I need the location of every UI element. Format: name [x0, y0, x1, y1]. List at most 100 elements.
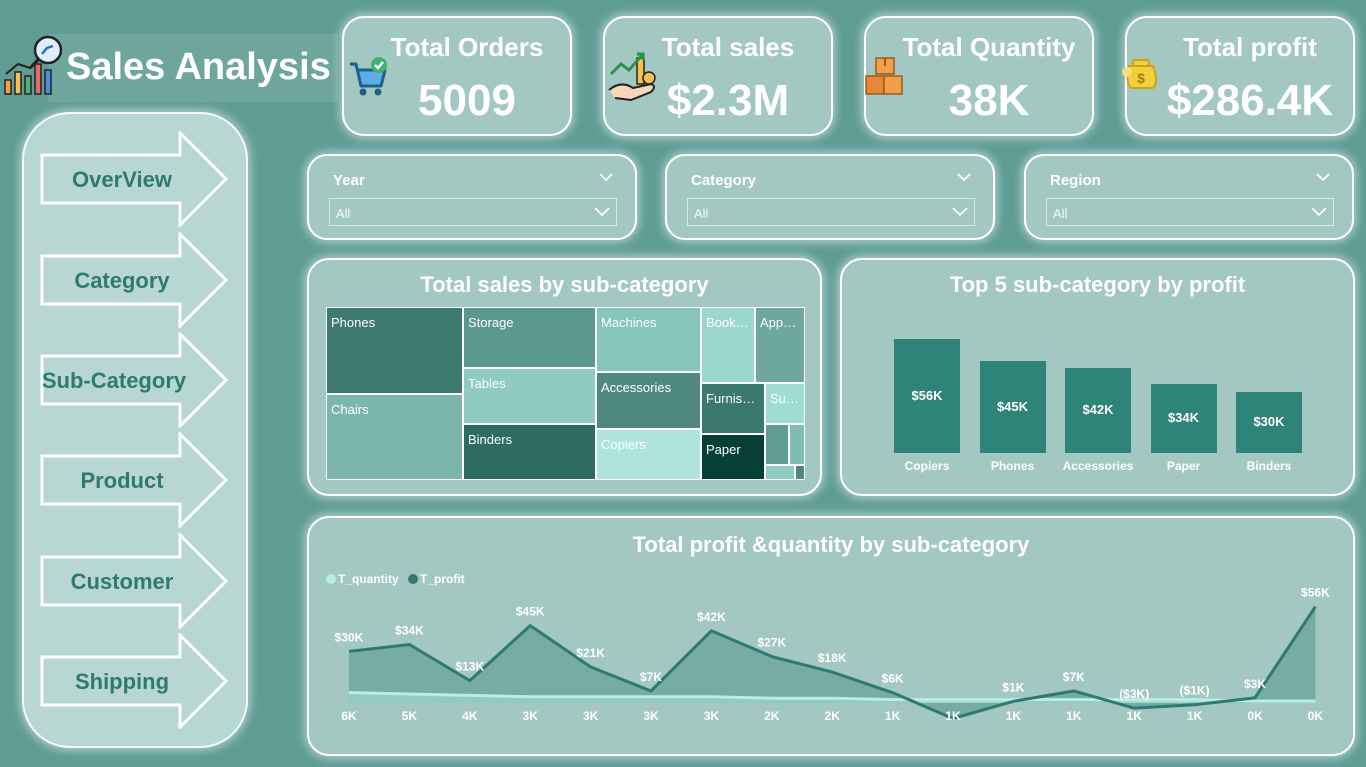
profit-data-label: $30K [335, 630, 364, 644]
profit-data-label: $7K [640, 670, 662, 684]
treemap-label: Phones [331, 315, 376, 330]
bar-category-label: Paper [1166, 459, 1201, 473]
kpi-label: Total profit [1183, 32, 1317, 62]
profit-data-label: $1K [1002, 680, 1024, 694]
quantity-data-label: 0K [1247, 709, 1263, 723]
quantity-line[interactable] [348, 691, 1316, 703]
bar-copiers[interactable] [894, 339, 960, 453]
kpi-label: Total Quantity [902, 32, 1076, 62]
title-banner [48, 34, 338, 102]
treemap-cell[interactable]: Su… [765, 383, 805, 424]
treemap-cell[interactable]: Chairs [326, 394, 463, 480]
app-title: Sales Analysis [66, 46, 331, 88]
profit-data-label: $27K [757, 636, 786, 650]
treemap-cell[interactable]: Paper [701, 434, 765, 480]
arrow-right-icon [40, 332, 229, 428]
quantity-data-label: 1K [1127, 709, 1143, 723]
kpi-value: 5009 [418, 76, 516, 125]
quantity-data-label: 1K [1066, 709, 1082, 723]
chevron-down-icon [952, 207, 968, 217]
treemap-cell[interactable]: Phones [326, 307, 463, 394]
treemap-label: Su… [770, 391, 799, 406]
legend-label: T_quantity [338, 572, 399, 586]
treemap-label: Copiers [601, 437, 646, 452]
money-bag-icon: $ [1119, 52, 1163, 101]
bar-value-label: $30K [1253, 414, 1285, 430]
bar-category-label: Phones [990, 459, 1035, 473]
legend-quantity[interactable]: T_quantity [326, 572, 399, 586]
nav-customer-button[interactable]: Customer [40, 533, 230, 631]
profit-data-label: $45K [516, 605, 545, 619]
kpi-value: $2.3M [666, 76, 790, 125]
treemap-label: Chairs [331, 402, 369, 417]
nav-sub-category-button[interactable]: Sub-Category [40, 332, 230, 430]
combo-title: Total profit &quantity by sub-category [632, 532, 1030, 557]
chevron-down-icon[interactable] [957, 172, 971, 182]
dropdown-value: All [336, 206, 351, 221]
legend-dot [326, 574, 336, 584]
treemap-cell[interactable]: Furnis… [701, 383, 765, 434]
quantity-data-label: 3K [704, 709, 720, 723]
shopping-cart-icon [346, 56, 390, 105]
treemap-label: Binders [468, 432, 513, 447]
treemap-label: App… [760, 315, 797, 330]
quantity-data-label: 0K [1308, 709, 1324, 723]
treemap-cell[interactable]: App… [755, 307, 805, 383]
nav-product-button[interactable]: Product [40, 432, 230, 530]
treemap-cell[interactable]: Book… [701, 307, 755, 383]
year-filter: Year All [307, 154, 637, 240]
kpi-total-sales: Total sales $2.3M [603, 16, 833, 136]
bar-paper[interactable] [1150, 383, 1217, 453]
treemap-cell[interactable] [795, 465, 805, 480]
bar-value-label: $45K [996, 399, 1029, 415]
category-dropdown[interactable]: All [687, 198, 975, 226]
treemap-cell[interactable]: Copiers [596, 429, 701, 480]
quantity-data-label: 2K [825, 709, 841, 723]
dropdown-value: All [694, 206, 709, 221]
quantity-data-label: 3K [523, 709, 539, 723]
kpi-total-profit: Total profit $286.4K $ [1122, 16, 1355, 136]
arrow-right-icon [40, 432, 229, 528]
legend-dot [408, 574, 418, 584]
legend-profit[interactable]: T_profit [408, 572, 465, 586]
year-dropdown[interactable]: All [329, 198, 617, 226]
treemap-cell[interactable]: Binders [463, 424, 596, 480]
treemap-card: Total sales by sub-category Phones Chair… [307, 258, 822, 496]
quantity-data-label: 2K [764, 709, 780, 723]
region-filter: Region All [1024, 154, 1354, 240]
arrow-right-icon [40, 131, 229, 227]
arrow-right-icon [40, 533, 229, 629]
nav-overview-button[interactable]: OverView [40, 131, 230, 229]
money-growth-icon [607, 50, 659, 111]
treemap-cell[interactable]: Tables [463, 368, 596, 424]
treemap-label: Furnis… [706, 391, 756, 406]
treemap-cell[interactable]: Storage [463, 307, 596, 368]
nav-shipping-button[interactable]: Shipping [40, 633, 230, 731]
analytics-chart-icon [2, 34, 64, 103]
treemap-cell[interactable]: Machines [596, 307, 701, 372]
bar-accessories[interactable] [1065, 367, 1131, 453]
profit-data-label: $7K [1063, 670, 1085, 684]
bar-value-label: $56K [911, 388, 943, 403]
treemap-cell[interactable] [789, 424, 805, 465]
kpi-label: Total Orders [390, 32, 544, 62]
treemap-cell[interactable] [765, 465, 795, 480]
bar-category-label: Binders [1246, 459, 1292, 473]
chevron-down-icon[interactable] [599, 172, 613, 182]
chevron-down-icon [594, 207, 610, 217]
quantity-data-label: 1K [1006, 709, 1022, 723]
bar-phones[interactable] [979, 361, 1046, 453]
bar-binders[interactable] [1236, 391, 1302, 453]
quantity-data-label: 1K [1187, 709, 1203, 723]
treemap-cell[interactable] [765, 424, 789, 465]
profit-data-label: ($1K) [1180, 684, 1210, 698]
profit-line[interactable] [348, 605, 1317, 721]
region-dropdown[interactable]: All [1046, 198, 1334, 226]
chevron-down-icon [1311, 207, 1327, 217]
treemap-cell[interactable]: Accessories [596, 372, 701, 429]
nav-category-button[interactable]: Category [40, 232, 230, 330]
bar-value-label: $34K [1167, 410, 1200, 426]
chevron-down-icon[interactable] [1316, 172, 1330, 182]
top5-card: Top 5 sub-category by profit $56K Copiers… [840, 258, 1355, 496]
